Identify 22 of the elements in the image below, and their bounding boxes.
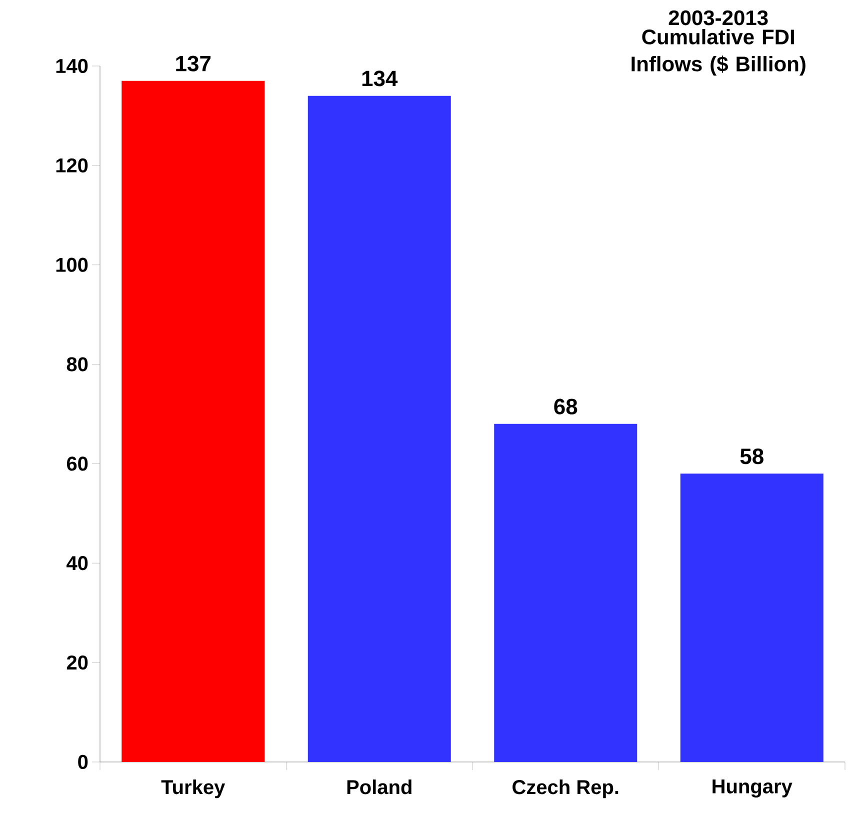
- y-tick-label: 60: [66, 456, 88, 471]
- data-label: 68: [554, 398, 578, 414]
- bar: [494, 424, 638, 762]
- x-tick-label: Hungary: [712, 780, 792, 798]
- y-tick-label: 20: [66, 655, 88, 670]
- data-label: 134: [362, 70, 398, 86]
- x-tick-label: Czech Rep.: [512, 780, 618, 798]
- data-label: 137: [176, 56, 211, 72]
- bar: [122, 80, 265, 762]
- y-tick-label: 120: [56, 158, 88, 172]
- y-tick-label: 100: [56, 258, 88, 272]
- y-tick-label: 80: [66, 357, 88, 372]
- y-tick-label: 140: [56, 58, 88, 74]
- y-tick-label: 40: [66, 556, 88, 570]
- x-tick-label: Turkey: [161, 780, 226, 798]
- bar: [680, 474, 824, 762]
- bar: [308, 96, 451, 762]
- data-label: 58: [740, 448, 764, 464]
- chart-title: 2003-2013: [668, 10, 768, 26]
- y-tick-label: 0: [78, 754, 88, 770]
- chart-subtitle: Cumulative FDI Inflows ($ Billion): [632, 28, 806, 76]
- x-tick-label: Poland: [347, 780, 412, 794]
